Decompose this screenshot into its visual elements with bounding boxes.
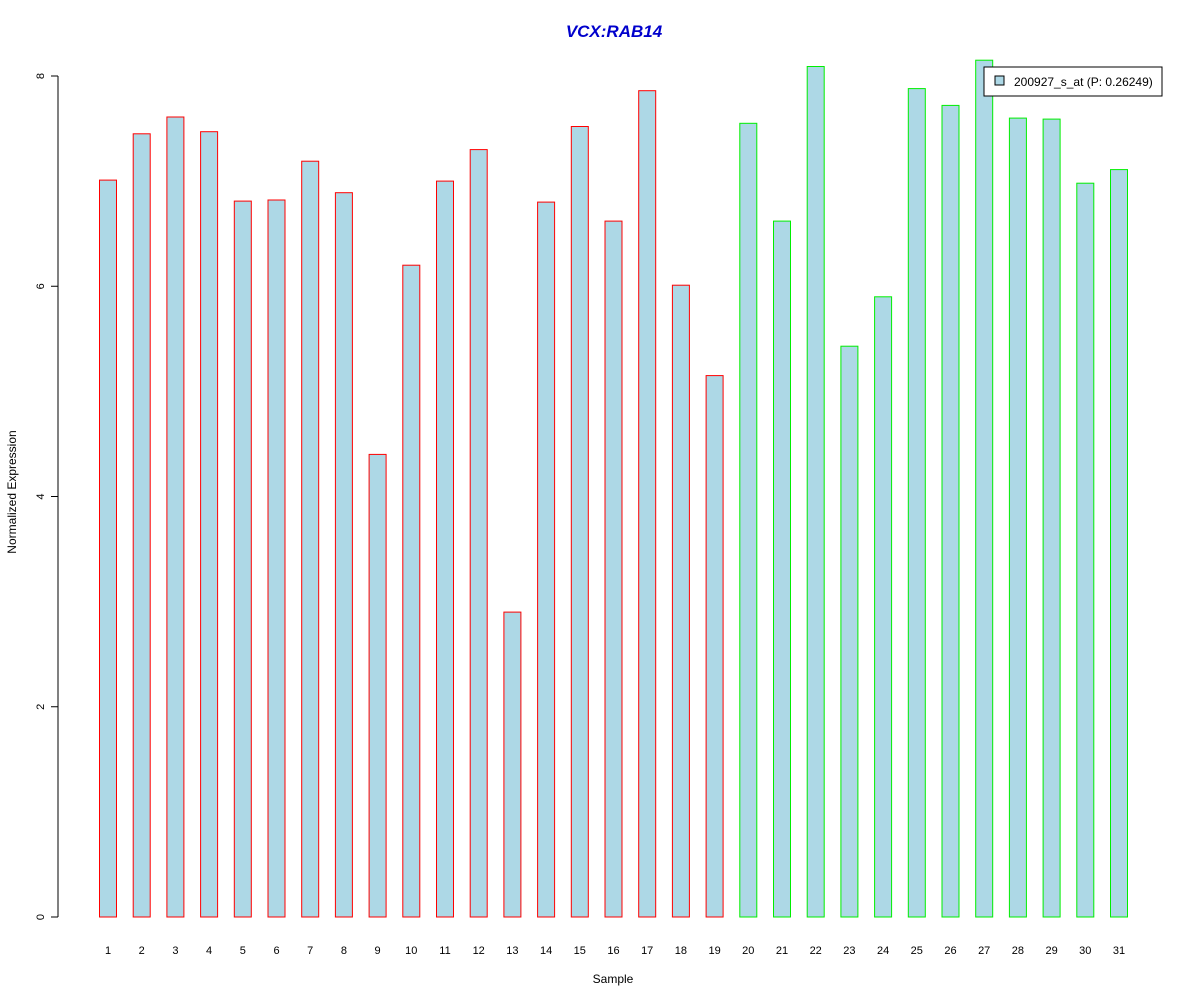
x-axis-tick-label: 11 (439, 945, 450, 957)
bar-sample-26 (941, 104, 960, 918)
x-axis-tick-label: 16 (607, 945, 619, 957)
bar-sample-5 (233, 200, 252, 918)
x-axis-tick-label: 9 (375, 945, 381, 957)
x-axis-tick-label: 4 (206, 945, 212, 957)
bar-sample-6 (267, 199, 286, 918)
bar-sample-8 (334, 192, 353, 918)
legend-box (983, 66, 1163, 97)
x-axis-tick-labels: 1 2 3 4 5 6 7 8 9 10 11 12 13 14 15 16 17 18 19 20 21 22 23 24 2… (105, 945, 1125, 957)
bar-sample-29 (1042, 118, 1061, 918)
x-axis-tick-label: 5 (240, 945, 246, 957)
legend: 200927_s_at (P: 0.26249) (983, 66, 1163, 97)
bar-sample-1 (99, 179, 117, 918)
bar-sample-20 (739, 122, 758, 918)
bars (99, 59, 1128, 918)
bar-sample-28 (1008, 117, 1027, 918)
x-axis-tick-label: 12 (473, 945, 485, 957)
bar-sample-19 (705, 375, 724, 918)
y-axis-tick-label: 6 (35, 283, 47, 289)
x-axis-tick-label: 28 (1012, 945, 1024, 957)
y-axis-tick-label: 4 (35, 493, 47, 499)
x-axis-tick-label: 15 (574, 945, 586, 957)
x-axis-tick-label: 19 (708, 945, 720, 957)
y-axis-tick-label: 0 (35, 914, 47, 920)
x-axis-tick-label: 20 (742, 945, 754, 957)
bar-sample-31 (1110, 169, 1128, 918)
bar-sample-22 (806, 66, 825, 918)
bar-sample-21 (773, 220, 791, 918)
x-axis-tick-label: 7 (307, 945, 313, 957)
y-axis-tick-label: 8 (35, 73, 47, 79)
x-axis-tick-label: 29 (1045, 945, 1057, 957)
x-axis-tick-label: 30 (1079, 945, 1091, 957)
bar-sample-25 (907, 88, 926, 918)
bar-sample-14 (537, 201, 556, 918)
x-axis-tick-label: 25 (911, 945, 923, 957)
bar-sample-2 (132, 133, 151, 918)
bar-sample-18 (671, 284, 690, 918)
bar-sample-7 (301, 160, 320, 918)
bar-sample-23 (840, 345, 859, 918)
x-axis-tick-label: 27 (978, 945, 990, 957)
x-axis-tick-label: 23 (843, 945, 855, 957)
x-axis-tick-label: 22 (810, 945, 822, 957)
x-axis-tick-label: 13 (506, 945, 518, 957)
bar-sample-27 (975, 59, 994, 918)
x-axis-tick-label: 24 (877, 945, 889, 957)
x-axis-tick-label: 1 (105, 945, 111, 957)
y-axis: 0 2 4 6 8 (35, 73, 59, 920)
x-axis-label: Sample (593, 972, 634, 986)
bar-sample-11 (436, 180, 454, 918)
bar-sample-16 (604, 220, 623, 918)
bar-sample-12 (469, 149, 488, 918)
y-axis-label: Normalized Expression (5, 430, 19, 553)
x-axis-tick-label: 21 (776, 945, 788, 957)
x-axis-tick-label: 2 (139, 945, 145, 957)
bar-sample-15 (570, 126, 589, 918)
bar-sample-4 (200, 131, 219, 918)
bar-sample-3 (166, 116, 185, 918)
bar-sample-17 (638, 90, 657, 918)
bar-sample-10 (402, 264, 421, 918)
x-axis-tick-label: 6 (273, 945, 279, 957)
y-axis-tick-label: 2 (35, 704, 47, 710)
x-axis-tick-label: 8 (341, 945, 347, 957)
x-axis-tick-label: 10 (405, 945, 417, 957)
x-axis-tick-label: 14 (540, 945, 552, 957)
bar-sample-9 (368, 453, 387, 918)
bar-sample-30 (1076, 182, 1095, 918)
x-axis-tick-label: 18 (675, 945, 687, 957)
x-axis-tick-label: 26 (944, 945, 956, 957)
chart-title: VCX:RAB14 (566, 22, 663, 41)
bar-sample-24 (874, 296, 893, 918)
x-axis-tick-label: 17 (641, 945, 653, 957)
legend-entry-label: 200927_s_at (P: 0.26249) (1014, 75, 1153, 89)
bar-sample-13 (503, 611, 522, 918)
legend-swatch (994, 75, 1005, 86)
x-axis-tick-label: 3 (172, 945, 178, 957)
x-axis-tick-label: 31 (1113, 945, 1125, 957)
